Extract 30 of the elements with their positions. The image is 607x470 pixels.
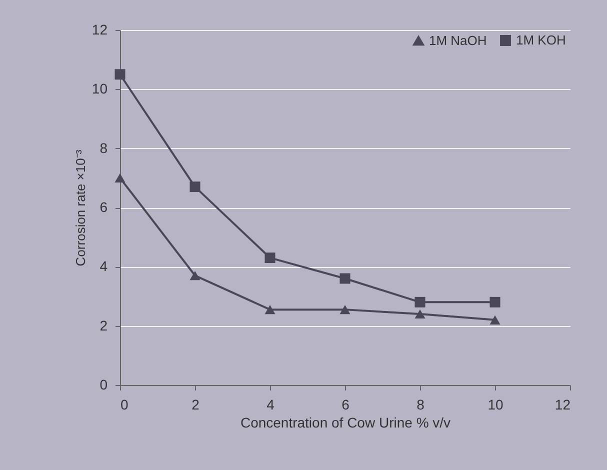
x-tick-label: 2 xyxy=(192,396,200,412)
point xyxy=(114,69,126,80)
legend-label: 1M KOH xyxy=(516,32,566,48)
legend-label: 1M NaOH xyxy=(429,32,487,48)
x-tick-label: 12 xyxy=(554,396,571,412)
point xyxy=(414,309,426,319)
x-tick-label: 6 xyxy=(342,396,350,412)
x-tick-label: 10 xyxy=(488,396,504,412)
y-tick-label: 10 xyxy=(92,80,108,97)
y-tick-label: 8 xyxy=(100,140,108,156)
point xyxy=(340,273,350,284)
point xyxy=(264,252,276,264)
x-tick-label: 8 xyxy=(416,396,425,412)
y-tick-label: 0 xyxy=(100,376,108,392)
y-tick-label: 4 xyxy=(100,258,108,274)
point xyxy=(190,182,200,192)
y-tick-label: 2 xyxy=(100,317,108,334)
y-tick-label: 12 xyxy=(92,22,108,38)
point xyxy=(340,305,350,314)
y-axis-title: Corrosion rate ×10⁻³ xyxy=(72,149,88,266)
point xyxy=(114,173,126,182)
x-axis-title: Concentration of Cow Urine % v/v xyxy=(240,414,451,430)
point xyxy=(190,271,200,280)
y-tick-label: 6 xyxy=(100,199,108,215)
point xyxy=(490,296,500,308)
x-tick-label: 0 xyxy=(120,396,128,412)
point xyxy=(264,305,276,314)
x-tick-label: 4 xyxy=(266,396,275,412)
point xyxy=(490,315,500,324)
point xyxy=(414,296,426,308)
